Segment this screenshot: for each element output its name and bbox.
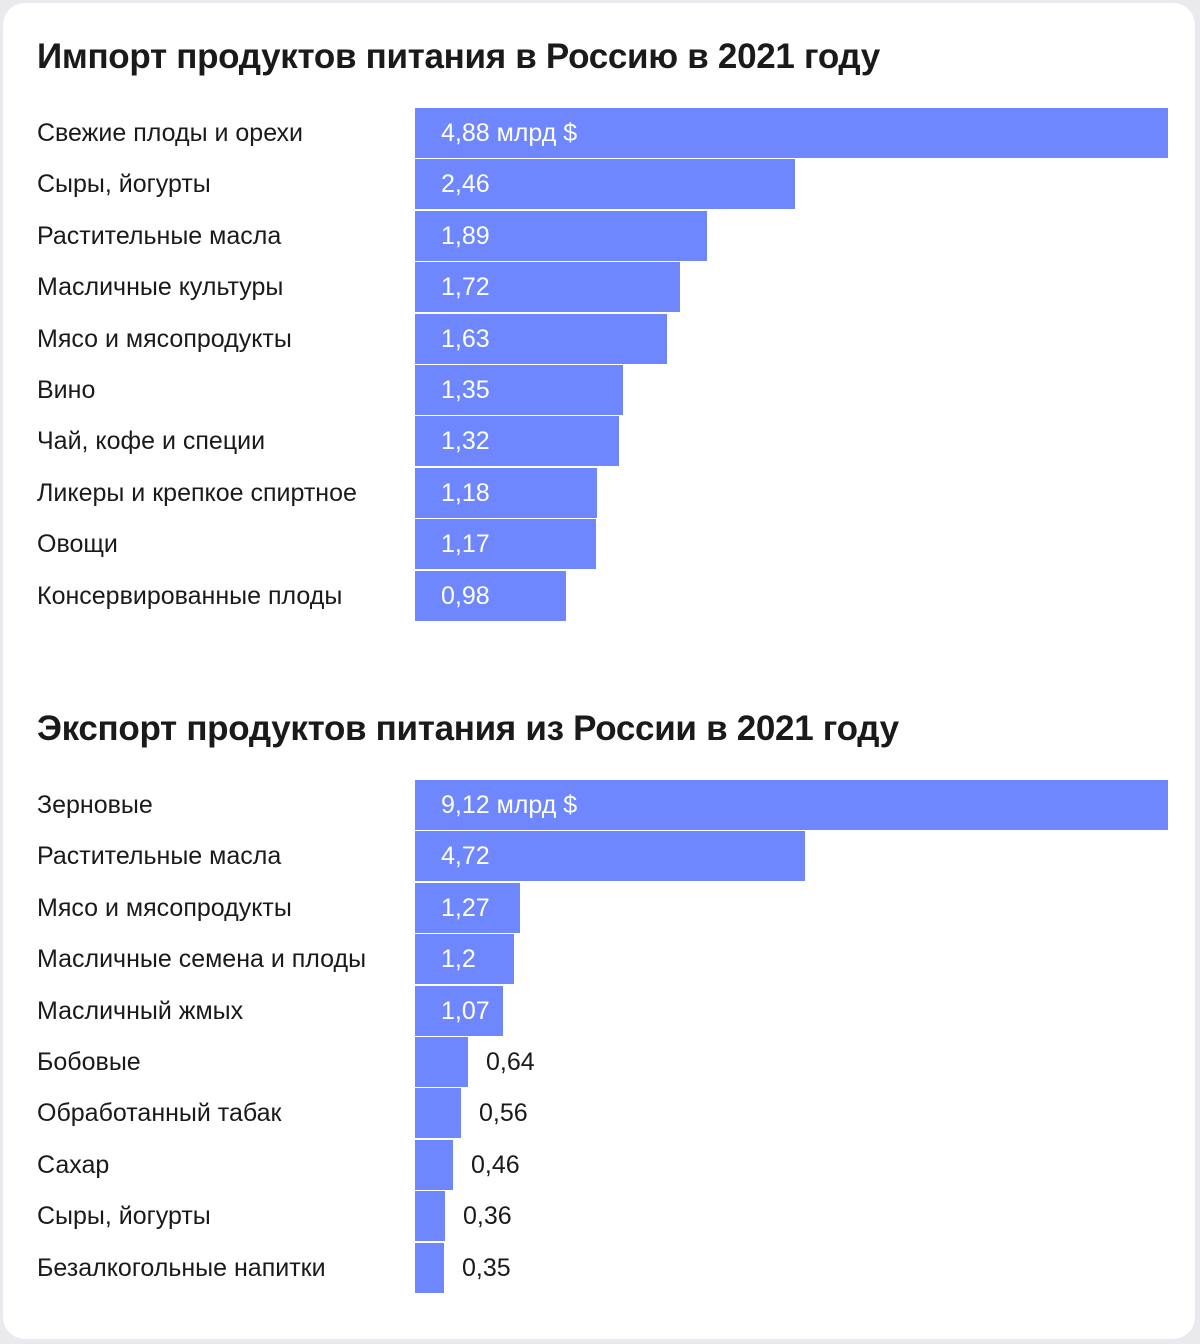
import-value-label: 1,35 xyxy=(441,376,490,404)
export-value-label: 0,36 xyxy=(463,1202,512,1230)
import-category-label: Растительные масла xyxy=(37,222,282,250)
export-category-label: Мясо и мясопродукты xyxy=(37,894,292,922)
import-value-label: 1,72 xyxy=(441,273,490,301)
import-value-label: 0,98 xyxy=(441,582,490,610)
export-bar xyxy=(415,1191,445,1241)
export-category-label: Растительные масла xyxy=(37,842,282,870)
export-category-label: Сыры, йогурты xyxy=(37,1202,211,1230)
import-category-label: Масличные культуры xyxy=(37,273,284,301)
export-value-label: 4,72 xyxy=(441,842,490,870)
export-bar xyxy=(415,934,514,984)
import-value-label: 1,32 xyxy=(441,427,490,455)
export-category-label: Масличный жмых xyxy=(37,997,244,1025)
import-bar xyxy=(415,108,1168,158)
export-bar xyxy=(415,1140,453,1190)
export-value-label: 0,35 xyxy=(462,1254,511,1282)
import-value-label: 2,46 xyxy=(441,170,490,198)
import-value-label: 1,17 xyxy=(441,530,490,558)
import-category-label: Свежие плоды и орехи xyxy=(37,119,304,147)
export-value-label: 1,2 xyxy=(441,945,476,973)
export-bar xyxy=(415,883,520,933)
export-bar xyxy=(415,831,805,881)
import-bar xyxy=(415,519,596,569)
export-category-label: Зерновые xyxy=(37,791,153,819)
export-category-label: Сахар xyxy=(37,1151,110,1179)
import-bar xyxy=(415,262,680,312)
export-bar xyxy=(415,1037,468,1087)
import-chart-title: Импорт продуктов питания в Россию в 2021… xyxy=(37,37,880,76)
export-bar xyxy=(415,780,1168,830)
export-category-label: Масличные семена и плоды xyxy=(37,945,367,973)
export-category-label: Безалкогольные напитки xyxy=(37,1254,326,1282)
import-bar xyxy=(415,365,623,415)
export-chart-title: Экспорт продуктов питания из России в 20… xyxy=(37,709,899,748)
import-bar xyxy=(415,211,707,261)
import-category-label: Мясо и мясопродукты xyxy=(37,325,292,353)
import-value-label: 1,63 xyxy=(441,325,490,353)
export-value-label: 0,56 xyxy=(479,1099,528,1127)
import-category-label: Овощи xyxy=(37,530,118,558)
import-value-label: 1,89 xyxy=(441,222,490,250)
export-value-label: 0,64 xyxy=(486,1048,535,1076)
export-bar xyxy=(415,1088,461,1138)
import-bar xyxy=(415,159,795,209)
import-value-label: 1,18 xyxy=(441,479,490,507)
import-bar xyxy=(415,571,566,621)
import-category-label: Сыры, йогурты xyxy=(37,170,211,198)
export-category-label: Бобовые xyxy=(37,1048,141,1076)
import-category-label: Консервированные плоды xyxy=(37,582,343,610)
import-bar xyxy=(415,416,619,466)
import-bar xyxy=(415,314,667,364)
export-value-label: 0,46 xyxy=(471,1151,520,1179)
import-bar xyxy=(415,468,597,518)
export-bar xyxy=(415,986,503,1036)
export-value-label: 9,12 млрд $ xyxy=(441,791,578,819)
import-category-label: Чай, кофе и специи xyxy=(37,427,266,455)
import-category-label: Ликеры и крепкое спиртное xyxy=(37,479,357,507)
import-category-label: Вино xyxy=(37,376,96,404)
export-value-label: 1,07 xyxy=(441,997,490,1025)
import-value-label: 4,88 млрд $ xyxy=(441,119,578,147)
export-bar xyxy=(415,1243,444,1293)
export-category-label: Обработанный табак xyxy=(37,1099,282,1127)
export-value-label: 1,27 xyxy=(441,894,490,922)
chart-card: Импорт продуктов питания в Россию в 2021… xyxy=(3,3,1195,1339)
